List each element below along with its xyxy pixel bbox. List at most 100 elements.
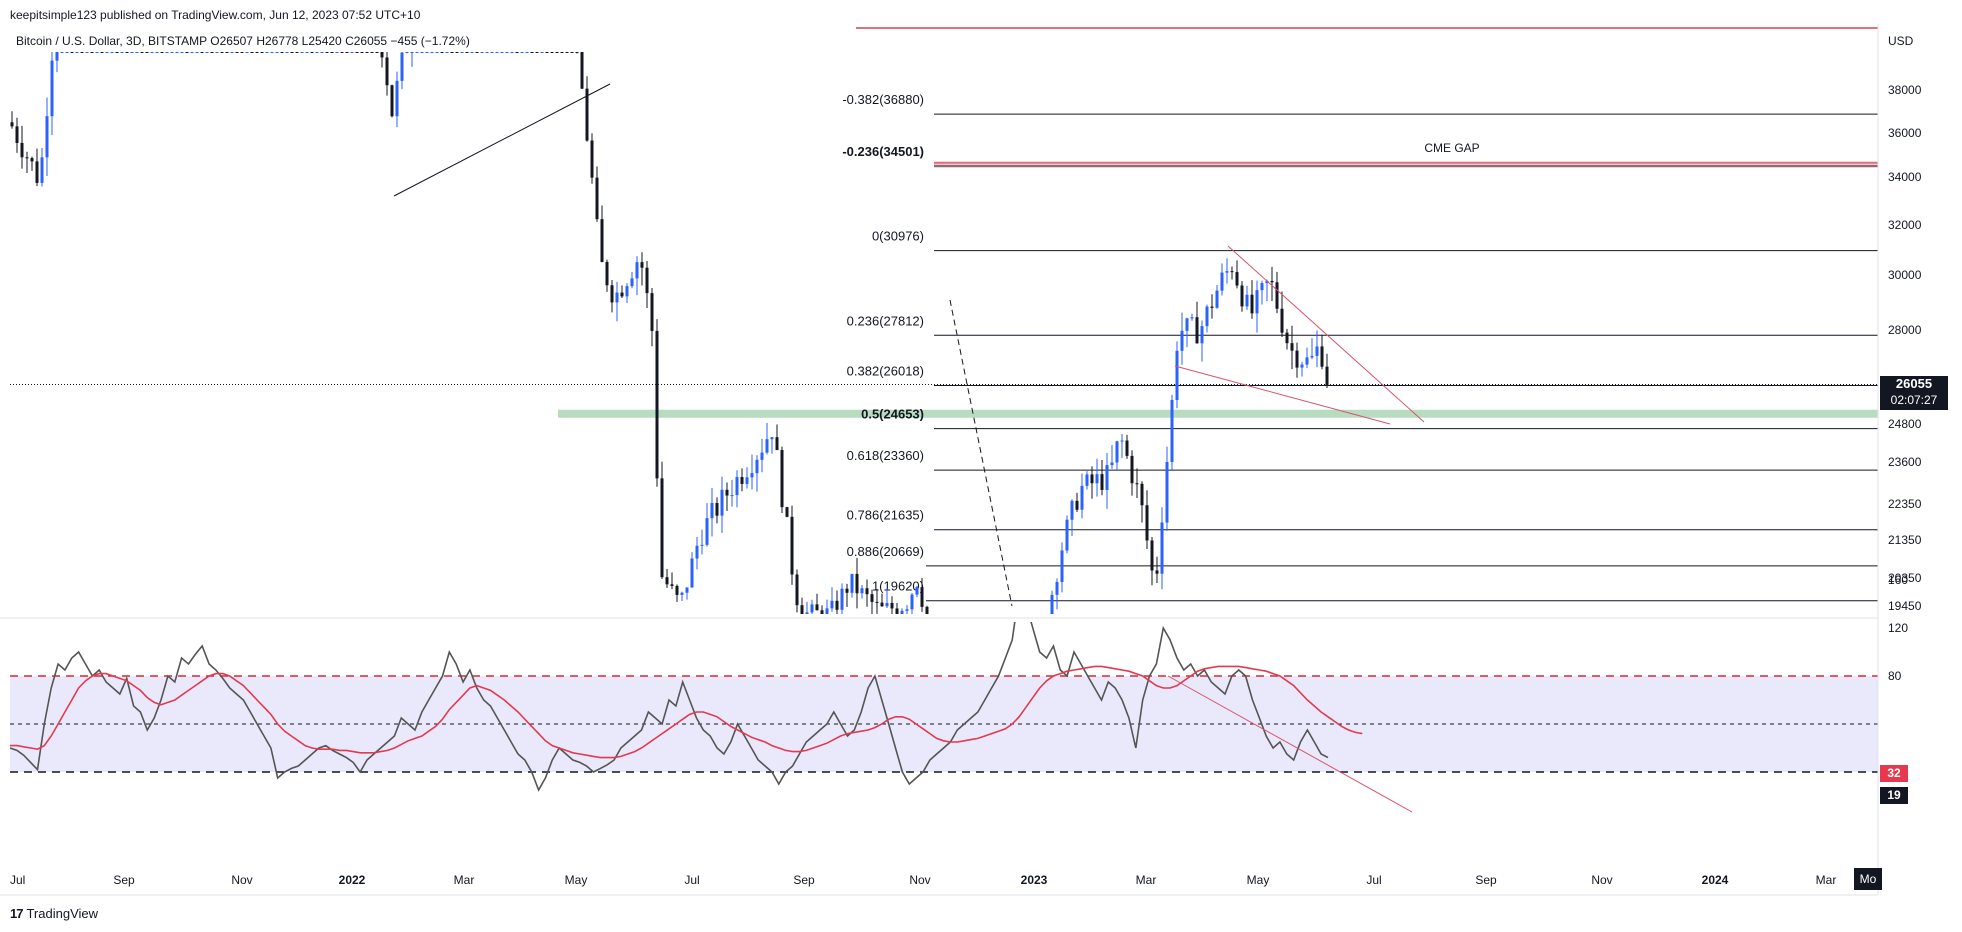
candle-body	[15, 126, 19, 143]
candle-body	[1240, 285, 1244, 307]
fib-label: 1(19620)	[872, 579, 924, 594]
candle-body	[585, 88, 589, 141]
candle-body	[605, 262, 609, 286]
price-tick-label: 19450	[1888, 599, 1922, 613]
candle-body	[1090, 474, 1094, 484]
candle-body	[1225, 271, 1229, 273]
time-tick-label: Mar	[454, 873, 475, 887]
candle-body	[145, 52, 149, 53]
candle-body	[550, 52, 554, 53]
candle-body	[660, 478, 664, 578]
candle-body	[800, 605, 804, 614]
candle-body	[620, 292, 624, 297]
candle-body	[50, 60, 54, 117]
candle-body	[675, 585, 679, 595]
candle-body	[495, 52, 499, 53]
candle-body	[625, 286, 629, 297]
candle-body	[875, 601, 879, 603]
candle-body	[690, 558, 694, 588]
time-tick-label: Nov	[1591, 873, 1612, 887]
published-line: keepitsimple123 published on TradingView…	[10, 8, 421, 22]
candle-body	[685, 587, 689, 593]
candle-body	[595, 177, 599, 220]
candle-body	[1140, 483, 1144, 506]
timeframe-flag: Mo	[1854, 868, 1882, 890]
candle-body	[1245, 294, 1249, 307]
candle-body	[505, 52, 509, 53]
candle-body	[95, 52, 99, 53]
candle-body	[740, 477, 744, 484]
time-tick-label: 2024	[1702, 873, 1729, 887]
tradingview-logo[interactable]: 17 TradingView	[10, 906, 98, 921]
candle-body	[1210, 306, 1214, 308]
cme-gap-zone	[934, 161, 1878, 168]
rsi-band	[10, 676, 1878, 772]
candle-body	[325, 52, 329, 53]
candle-body	[1060, 550, 1064, 582]
candle-body	[1145, 505, 1149, 541]
candle-body	[375, 52, 379, 53]
candle-body	[1095, 474, 1099, 484]
candle-body	[60, 52, 64, 53]
candle-body	[315, 52, 319, 53]
countdown-value: 02:07:27	[1890, 393, 1938, 407]
price-tick-label: 28000	[1888, 323, 1922, 337]
candle-body	[1265, 280, 1269, 284]
candle-body	[700, 544, 704, 546]
rsi-tick-label: 80	[1888, 669, 1902, 683]
candle-body	[365, 52, 369, 53]
candle-body	[225, 52, 229, 53]
tradingview-brand: TradingView	[26, 906, 99, 921]
candle-body	[670, 584, 674, 586]
candle-body	[535, 52, 539, 53]
candle-body	[1170, 399, 1174, 462]
candle-body	[920, 587, 924, 607]
candle-body	[70, 52, 74, 53]
candle-body	[320, 52, 324, 53]
candle-body	[1105, 465, 1109, 490]
candle-body	[560, 52, 564, 53]
candle-body	[35, 161, 39, 183]
candle-body	[770, 437, 774, 440]
rsi-panel[interactable]	[10, 592, 1878, 813]
candle-body	[1205, 306, 1209, 327]
candle-body	[115, 52, 119, 53]
price-panel[interactable]: CME GAP -0.382(36880) -0.236(34501) 0(30976…	[10, 27, 1878, 715]
candle-body	[1280, 308, 1284, 333]
candle-body	[730, 495, 734, 497]
candle-body	[650, 293, 654, 331]
candle-body	[330, 52, 334, 53]
candle-body	[265, 52, 269, 53]
candle-body	[890, 602, 894, 609]
rsi-value-tag: 19	[1880, 787, 1908, 804]
candle-body	[850, 573, 854, 593]
fib-label: 0.236(27812)	[847, 313, 924, 328]
candle-body	[780, 450, 784, 508]
candle-body	[100, 52, 104, 53]
fib-label: -0.382(36880)	[842, 92, 924, 107]
candle-body	[555, 52, 559, 53]
candle-body	[1315, 346, 1319, 356]
candle-body	[1275, 282, 1279, 309]
candle-body	[80, 52, 84, 53]
candle-body	[520, 52, 524, 53]
fib-label: 0.382(26018)	[847, 363, 924, 378]
candle-body	[230, 52, 234, 53]
candle-body	[645, 267, 649, 294]
time-tick-label: Mar	[1816, 873, 1837, 887]
candle-body	[1185, 318, 1189, 331]
currency-label: USD	[1888, 34, 1914, 48]
candle-body	[570, 52, 574, 53]
time-tick-label: Sep	[1475, 873, 1497, 887]
candle-body	[715, 503, 719, 516]
candle-body	[575, 52, 579, 53]
candle-body	[335, 52, 339, 53]
candle-body	[45, 116, 49, 158]
candle-body	[240, 52, 244, 53]
candle-body	[30, 158, 34, 162]
candle-body	[525, 52, 529, 53]
trendline-2022	[393, 83, 611, 197]
candle-body	[905, 609, 909, 611]
candle-body	[1295, 350, 1299, 368]
